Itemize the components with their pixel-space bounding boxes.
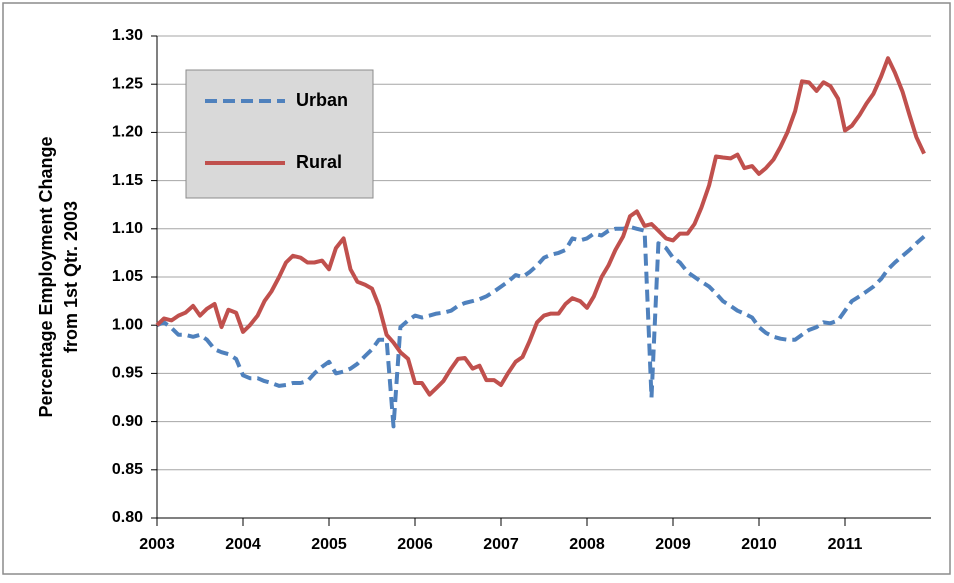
x-tick-label: 2004 xyxy=(225,536,261,553)
x-tick-label: 2006 xyxy=(397,536,433,553)
y-tick-label: 1.10 xyxy=(112,220,143,237)
chart-frame xyxy=(2,2,951,575)
legend-box xyxy=(185,69,374,199)
x-tick-label: 2005 xyxy=(311,536,347,553)
x-tick-label: 2008 xyxy=(569,536,605,553)
x-tick-label: 2011 xyxy=(828,536,863,553)
y-tick-label: 0.85 xyxy=(112,461,143,478)
x-tick-label: 2007 xyxy=(483,536,519,553)
y-tick-label: 0.80 xyxy=(112,509,143,526)
y-axis-title-line: Percentage Employment Change xyxy=(36,136,56,417)
y-axis-title: Percentage Employment Change from 1st Qt… xyxy=(36,136,81,417)
x-tick-label: 2003 xyxy=(139,536,175,553)
x-tick-label: 2009 xyxy=(655,536,691,553)
y-tick-label: 1.15 xyxy=(112,172,143,189)
x-tick-label: 2010 xyxy=(741,536,777,553)
y-tick-label: 1.00 xyxy=(112,316,143,333)
legend-label: Rural xyxy=(296,152,342,172)
y-tick-label: 1.30 xyxy=(112,27,143,44)
series-line xyxy=(156,224,926,429)
y-tick-label: 0.95 xyxy=(112,365,143,382)
y-tick-label: 1.25 xyxy=(112,75,143,92)
series-line xyxy=(155,56,926,397)
y-tick-label: 1.20 xyxy=(112,124,143,141)
y-tick-label: 0.90 xyxy=(112,413,143,430)
y-tick-label: 1.05 xyxy=(112,268,143,285)
y-axis-title-line: from 1st Qtr. 2003 xyxy=(61,201,81,353)
legend-label: Urban xyxy=(296,90,348,110)
